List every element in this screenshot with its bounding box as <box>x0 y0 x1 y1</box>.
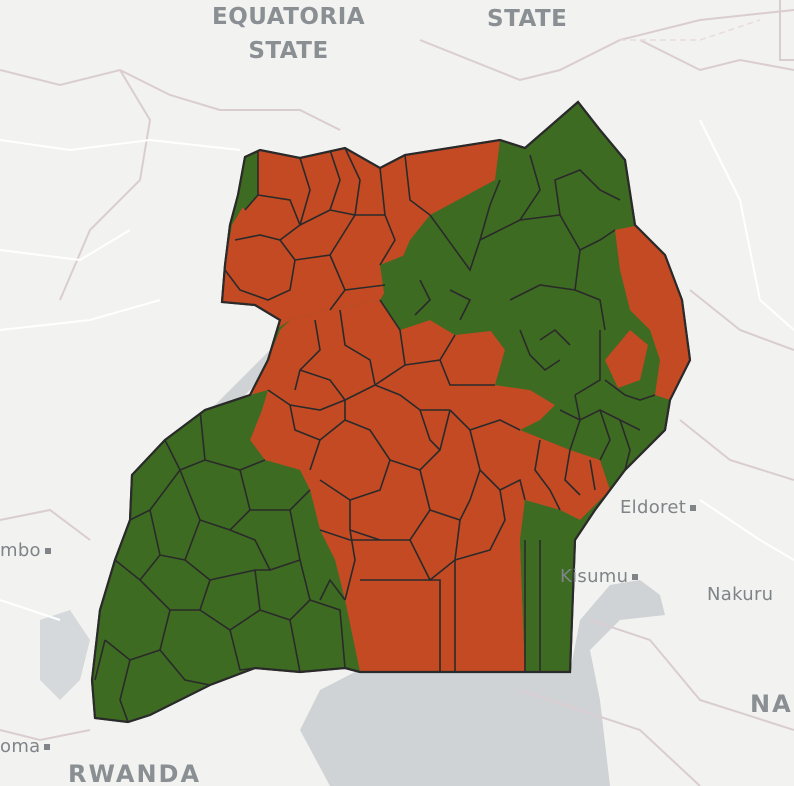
region-green-southeast <box>520 500 580 672</box>
roads <box>0 119 794 621</box>
label-na: NA <box>750 690 793 718</box>
label-nakuru: Nakuru <box>707 584 774 605</box>
lake-victoria <box>300 580 665 786</box>
region-green-southwest-arm <box>92 410 360 722</box>
label-rwanda: RWANDA <box>68 760 202 786</box>
region-green-north <box>380 245 510 335</box>
oma-marker <box>44 744 51 750</box>
uganda-border <box>90 100 692 724</box>
label-equatoria-state: EQUATORIA STATE <box>212 4 366 64</box>
district-boundaries <box>94 147 656 722</box>
label-eldoret: Eldoret <box>620 497 697 518</box>
label-oma: oma <box>0 736 51 757</box>
label-state-top: STATE <box>487 6 568 32</box>
region-orange-westnile <box>222 140 500 335</box>
label-mbo: mbo <box>0 540 51 561</box>
eldoret-marker <box>690 505 697 511</box>
district-regions <box>92 140 690 722</box>
region-orange-east <box>615 225 690 400</box>
mbo-marker <box>44 548 51 554</box>
region-orange-east2 <box>605 330 648 388</box>
label-kisumu: Kisumu <box>560 566 639 587</box>
region-green-mid <box>495 320 605 405</box>
kisumu-marker <box>632 574 639 580</box>
lake-kivu <box>40 610 90 700</box>
